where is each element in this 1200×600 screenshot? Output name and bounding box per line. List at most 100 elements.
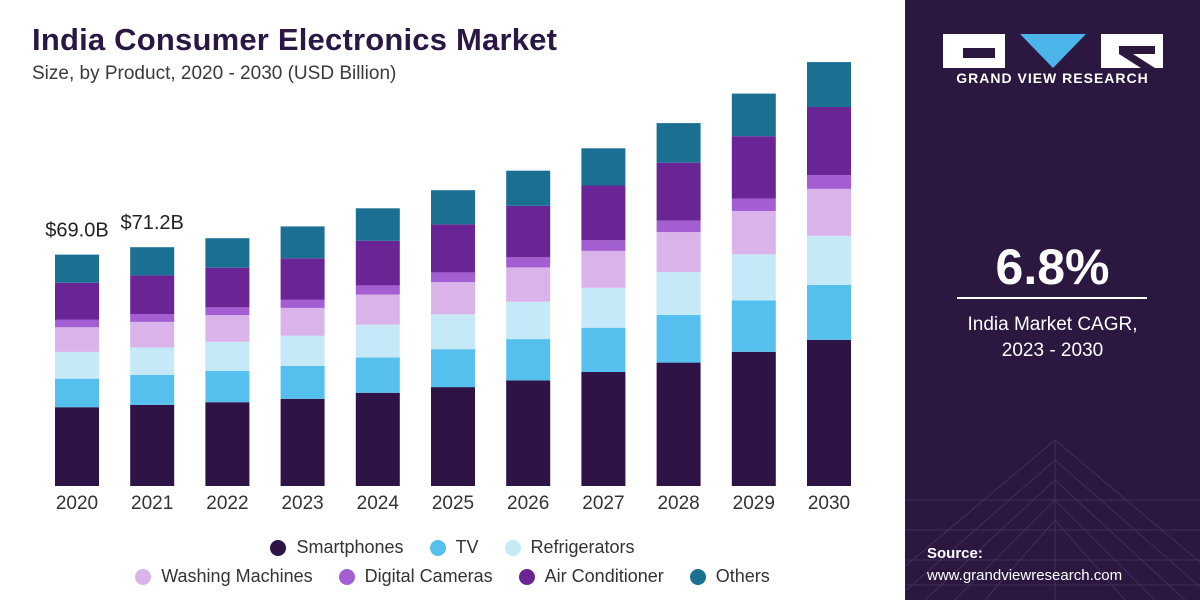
bar-segment-digital-cameras-2023 xyxy=(280,299,325,308)
x-tick-label: 2026 xyxy=(507,493,549,514)
bar-segment-washing-machines-2023 xyxy=(280,307,325,336)
bar-segment-refrigerators-2026 xyxy=(506,301,551,340)
bar-segment-smartphones-2030 xyxy=(807,339,851,486)
bar-segment-others-2023 xyxy=(280,226,325,259)
bar-segment-others-2030 xyxy=(807,62,851,107)
bar-segment-washing-machines-2027 xyxy=(581,250,626,288)
bar-segment-air-conditioner-2022 xyxy=(205,267,250,308)
sidebar-panel: GRAND VIEW RESEARCH 6.8% India Market CA… xyxy=(905,0,1200,600)
x-tick-label: 2030 xyxy=(808,493,850,514)
bar-segment-others-2026 xyxy=(506,170,551,206)
x-tick-label: 2021 xyxy=(131,493,173,514)
bar-segment-tv-2027 xyxy=(581,327,626,372)
bar-segment-tv-2020 xyxy=(55,378,99,408)
source-title: Source: xyxy=(927,545,983,562)
legend-row: Washing Machines Digital Cameras Air Condi… xyxy=(0,566,905,587)
bar-segment-washing-machines-2021 xyxy=(130,322,175,348)
bar-segment-tv-2022 xyxy=(205,371,250,403)
bar-segment-washing-machines-2026 xyxy=(506,267,551,302)
bar-segment-smartphones-2026 xyxy=(506,380,551,486)
bar-segment-digital-cameras-2027 xyxy=(581,240,626,251)
bar-segment-air-conditioner-2021 xyxy=(130,275,175,314)
bar-segment-others-2029 xyxy=(731,93,776,137)
bar-segment-washing-machines-2029 xyxy=(731,211,776,255)
legend-swatch-icon xyxy=(504,539,521,556)
legend-label: Refrigerators xyxy=(530,537,635,557)
bar-segment-refrigerators-2020 xyxy=(55,351,99,379)
bar-segment-air-conditioner-2029 xyxy=(731,136,776,199)
legend-item-others: Others xyxy=(689,566,770,587)
bar-segment-air-conditioner-2024 xyxy=(355,240,400,286)
bar-segment-smartphones-2025 xyxy=(431,387,475,486)
x-tick-label: 2027 xyxy=(582,493,624,514)
bar-segment-smartphones-2024 xyxy=(355,392,400,486)
legend-swatch-icon xyxy=(338,568,355,585)
bar-segment-digital-cameras-2028 xyxy=(656,220,701,233)
bar-segment-air-conditioner-2023 xyxy=(280,258,325,300)
bar-segment-refrigerators-2030 xyxy=(807,235,851,285)
bar-segment-others-2021 xyxy=(130,247,175,276)
brand-name: GRAND VIEW RESEARCH xyxy=(956,70,1149,86)
legend-row: Smartphones TV Refrigerators xyxy=(0,537,905,558)
bar-segment-tv-2021 xyxy=(130,375,175,405)
chart-subtitle: Size, by Product, 2020 - 2030 (USD Billi… xyxy=(32,63,397,84)
legend-label: Washing Machines xyxy=(161,566,313,586)
legend-item-digital-cameras: Digital Cameras xyxy=(338,566,493,587)
bar-segment-refrigerators-2024 xyxy=(355,324,400,358)
legend-item-smartphones: Smartphones xyxy=(270,537,404,558)
bar-segment-smartphones-2028 xyxy=(656,362,701,486)
bar-segment-tv-2029 xyxy=(731,300,776,352)
grand-view-research-logo-icon xyxy=(943,34,1163,68)
bar-segment-others-2022 xyxy=(205,238,250,268)
bar-segment-tv-2024 xyxy=(355,357,400,393)
cagr-label-line1: India Market CAGR, xyxy=(967,314,1138,335)
legend-label: Others xyxy=(715,566,770,586)
bar-segment-refrigerators-2027 xyxy=(581,287,626,328)
bar-segment-tv-2030 xyxy=(807,284,851,340)
bar-segment-washing-machines-2030 xyxy=(807,188,851,236)
x-tick-label: 2020 xyxy=(56,493,98,514)
bar-segment-washing-machines-2024 xyxy=(355,294,400,325)
x-tick-label: 2024 xyxy=(357,493,400,514)
legend-item-tv: TV xyxy=(429,537,479,558)
bar-segment-digital-cameras-2021 xyxy=(130,313,175,322)
bar-segment-smartphones-2020 xyxy=(55,407,99,486)
cagr-label: India Market CAGR, 2023 - 2030 xyxy=(905,312,1200,364)
bar-segment-others-2020 xyxy=(55,254,99,283)
x-tick-label: 2028 xyxy=(657,493,699,514)
bar-segment-others-2024 xyxy=(355,208,400,241)
bar-segment-air-conditioner-2028 xyxy=(656,162,701,221)
x-tick-label: 2025 xyxy=(432,493,474,514)
bar-segment-air-conditioner-2027 xyxy=(581,185,626,241)
legend-swatch-icon xyxy=(518,568,535,585)
divider xyxy=(957,297,1147,299)
bar-segment-washing-machines-2022 xyxy=(205,315,250,342)
legend-item-washing-machines: Washing Machines xyxy=(135,566,313,587)
bar-segment-digital-cameras-2022 xyxy=(205,307,250,316)
bar-segment-washing-machines-2028 xyxy=(656,232,701,272)
bar-segment-air-conditioner-2026 xyxy=(506,206,551,258)
bar-segment-tv-2026 xyxy=(506,339,551,381)
bar-segment-refrigerators-2023 xyxy=(280,335,325,366)
bar-segment-smartphones-2023 xyxy=(280,398,325,486)
legend-swatch-icon xyxy=(270,539,287,556)
bar-segment-digital-cameras-2025 xyxy=(431,272,475,283)
bar-segment-refrigerators-2025 xyxy=(431,314,475,350)
bar-segment-refrigerators-2028 xyxy=(656,272,701,315)
chart-title: India Consumer Electronics Market xyxy=(32,22,558,57)
x-tick-label: 2022 xyxy=(206,493,248,514)
data-label-2021: $71.2B xyxy=(121,212,184,234)
source-url[interactable]: www.grandviewresearch.com xyxy=(927,567,1123,584)
legend-swatch-icon xyxy=(689,568,706,585)
bar-segment-air-conditioner-2025 xyxy=(431,224,475,273)
legend-item-refrigerators: Refrigerators xyxy=(504,537,635,558)
chart-panel: India Consumer Electronics Market Size, … xyxy=(0,22,905,587)
bar-segment-tv-2023 xyxy=(280,365,325,399)
bar-segment-digital-cameras-2024 xyxy=(355,285,400,295)
decorative-grid-icon xyxy=(905,439,1200,600)
bar-segment-others-2027 xyxy=(581,148,626,186)
bar-segment-others-2028 xyxy=(656,123,701,163)
bar-segment-digital-cameras-2020 xyxy=(55,319,99,328)
bar-segment-washing-machines-2025 xyxy=(431,282,475,315)
